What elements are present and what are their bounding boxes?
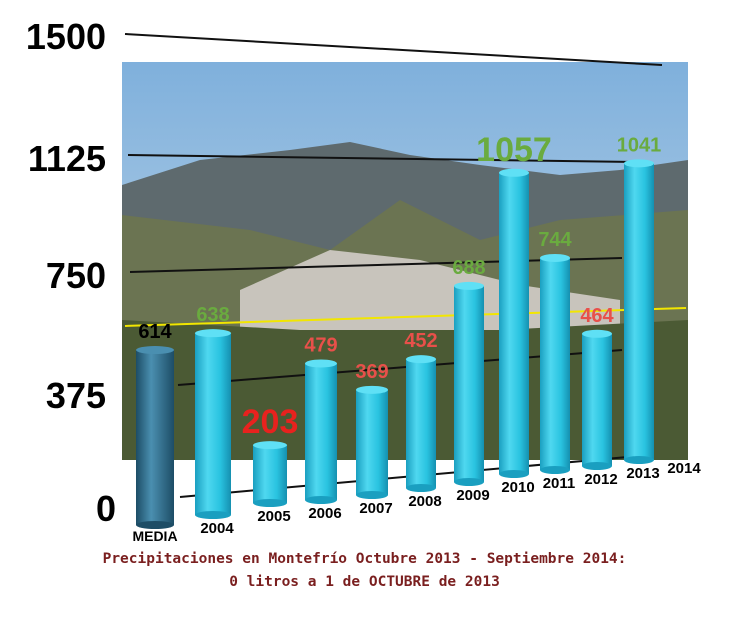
bar-bottom — [624, 456, 654, 464]
y-tick-label: 0 — [96, 488, 116, 529]
data-label: 688 — [452, 257, 485, 279]
x-tick-label: 2007 — [359, 500, 392, 517]
x-tick-label: 2012 — [584, 471, 617, 488]
bar-top — [253, 441, 287, 450]
bar-bottom — [305, 496, 337, 504]
bar — [356, 389, 388, 495]
gridline — [124, 33, 663, 66]
data-label: 744 — [538, 229, 572, 251]
x-tick-label: 2005 — [257, 508, 290, 525]
data-label: 203 — [242, 403, 299, 441]
bar-top — [136, 346, 174, 355]
bar — [136, 350, 174, 525]
x-tick-label: 2013 — [626, 465, 659, 482]
data-label: 638 — [196, 304, 229, 326]
bar-bottom — [499, 470, 529, 478]
bar-top — [195, 329, 231, 338]
bar-top — [582, 329, 612, 338]
bar — [253, 445, 287, 503]
x-tick-label: 2006 — [308, 505, 341, 522]
y-tick-label: 1500 — [26, 16, 106, 57]
mean-line — [124, 307, 687, 327]
x-tick-label: 2009 — [456, 487, 489, 504]
data-label: 614 — [138, 321, 172, 343]
bar-top — [499, 168, 529, 177]
data-label: 464 — [580, 305, 614, 327]
bar-bottom — [582, 462, 612, 470]
bar-bottom — [195, 511, 231, 519]
y-tick-label: 375 — [46, 375, 106, 416]
bar — [624, 163, 654, 460]
bar-top — [624, 159, 654, 168]
data-label: 369 — [355, 361, 388, 383]
data-label: 1057 — [476, 131, 552, 169]
chart-title: Precipitaciones en Montefrío Octubre 201… — [102, 551, 627, 567]
bar-bottom — [406, 484, 436, 492]
bar-top — [305, 359, 337, 368]
x-tick-label: 2014 — [667, 460, 701, 477]
bar-bottom — [136, 521, 174, 529]
x-tick-label: MEDIA — [132, 528, 177, 544]
bar-top — [540, 253, 570, 262]
chart-subtitle: 0 litros a 1 de OCTUBRE de 2013 — [229, 574, 500, 590]
y-tick-label: 750 — [46, 255, 106, 296]
x-tick-label: 2011 — [543, 475, 576, 492]
bar — [195, 333, 231, 515]
bar-top — [406, 355, 436, 364]
bar-bottom — [356, 491, 388, 499]
bar — [406, 359, 436, 488]
bar — [499, 172, 529, 474]
data-label: 479 — [304, 334, 337, 356]
bar-top — [356, 385, 388, 394]
bar — [305, 363, 337, 500]
data-label: 452 — [404, 330, 437, 352]
x-tick-label: 2010 — [501, 479, 534, 496]
data-label: 1041 — [617, 134, 662, 156]
x-tick-label: 2004 — [200, 520, 234, 537]
bar-bottom — [253, 499, 287, 507]
gridline — [127, 154, 641, 163]
bar-bottom — [454, 478, 484, 486]
x-tick-label: 2008 — [408, 493, 441, 510]
bar-top — [454, 281, 484, 290]
bar-bottom — [540, 466, 570, 474]
bar — [454, 285, 484, 482]
bar — [582, 333, 612, 466]
y-tick-label: 1125 — [28, 138, 106, 179]
bar — [540, 257, 570, 470]
